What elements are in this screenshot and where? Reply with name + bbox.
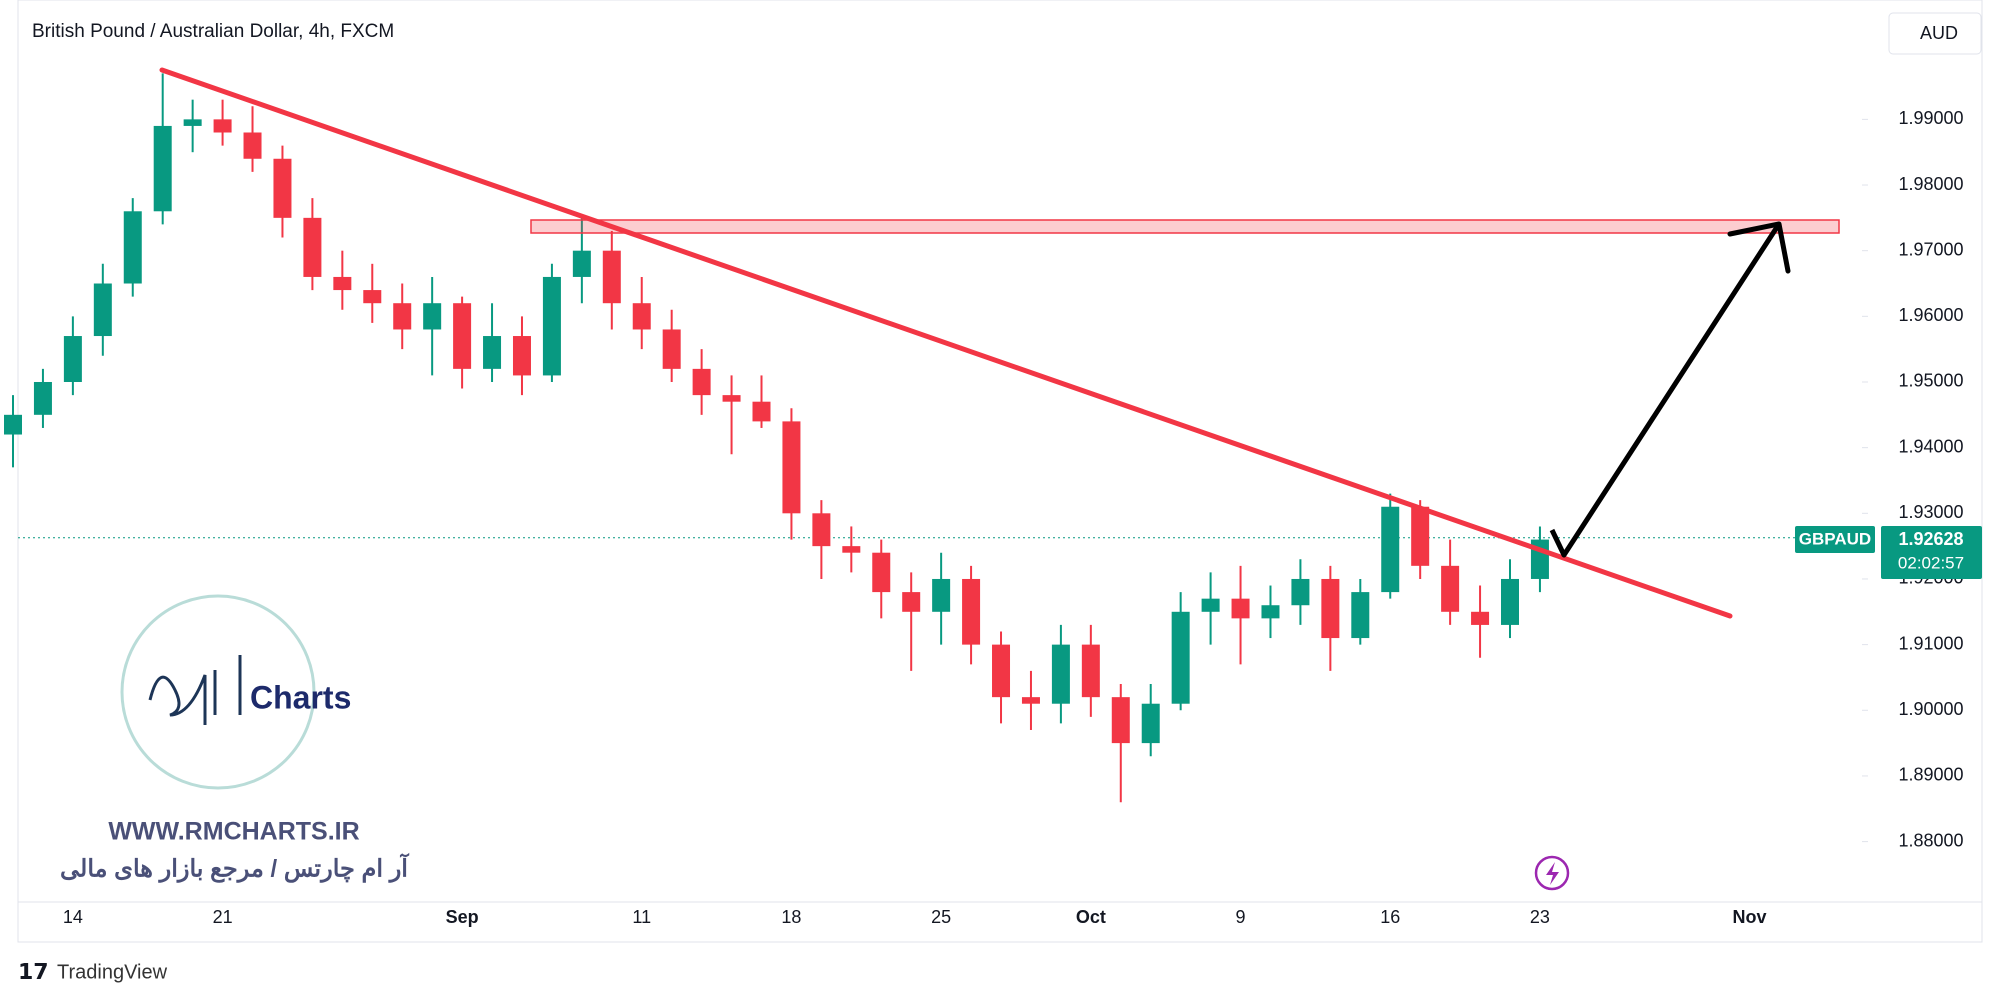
candle-body bbox=[872, 552, 891, 593]
candle-body bbox=[602, 250, 621, 304]
y-tick-label: 1.91000 bbox=[1898, 633, 1963, 653]
candle-body bbox=[512, 336, 531, 376]
candle-body bbox=[93, 283, 112, 337]
x-tick-label: Nov bbox=[1733, 907, 1767, 927]
candle-body bbox=[4, 414, 22, 435]
candle-body bbox=[243, 132, 262, 159]
x-tick-label: 14 bbox=[63, 907, 83, 927]
x-tick-label: 25 bbox=[931, 907, 951, 927]
candle-body bbox=[153, 125, 172, 212]
candle-body bbox=[123, 211, 142, 284]
candle-body bbox=[782, 421, 801, 514]
candle-body bbox=[962, 578, 981, 645]
candle-body bbox=[1351, 592, 1370, 639]
currency-label: AUD bbox=[1920, 23, 1958, 43]
candle-body bbox=[273, 158, 292, 218]
y-tick-label: 1.96000 bbox=[1898, 305, 1963, 325]
candle-body bbox=[1051, 644, 1070, 704]
candle-body bbox=[1171, 611, 1190, 704]
x-tick-label: 16 bbox=[1380, 907, 1400, 927]
logo-text: Charts bbox=[250, 679, 351, 715]
logo-mark bbox=[148, 655, 242, 725]
candle-body bbox=[213, 119, 232, 133]
candle-body bbox=[1111, 697, 1130, 744]
candle-body bbox=[1441, 565, 1460, 612]
brand-name: TradingView bbox=[57, 961, 168, 983]
trend-line bbox=[159, 67, 1733, 619]
candle-body bbox=[1321, 578, 1340, 639]
candle-body bbox=[992, 644, 1011, 698]
currency-button[interactable] bbox=[1888, 12, 1982, 55]
countdown: 02:02:57 bbox=[1898, 553, 1964, 572]
symbol-label: GBPAUD bbox=[1799, 529, 1871, 548]
chart-frame bbox=[17, 0, 1983, 943]
resistance-zone bbox=[530, 219, 1840, 234]
candle-body bbox=[1141, 703, 1160, 744]
candle-body bbox=[1291, 578, 1310, 606]
last-price: 1.92628 bbox=[1898, 529, 1963, 549]
candle-body bbox=[692, 368, 711, 396]
candle-body bbox=[752, 401, 771, 422]
x-tick-label: 21 bbox=[213, 907, 233, 927]
candle-body bbox=[1471, 611, 1490, 625]
y-tick-label: 1.93000 bbox=[1898, 502, 1963, 522]
candle-body bbox=[303, 217, 322, 277]
symbol-tag bbox=[1795, 526, 1875, 553]
y-tick-label: 1.89000 bbox=[1898, 765, 1963, 785]
candle-body bbox=[1021, 697, 1040, 704]
candle-body bbox=[1201, 598, 1220, 612]
candle-body bbox=[33, 381, 52, 415]
alert-icon[interactable] bbox=[1534, 855, 1570, 891]
candle-body bbox=[632, 303, 651, 330]
y-tick-label: 1.90000 bbox=[1898, 699, 1963, 719]
candle-body bbox=[363, 290, 382, 304]
candle-body bbox=[423, 303, 442, 330]
candle-body bbox=[842, 546, 861, 553]
x-tick-label: 11 bbox=[632, 907, 651, 927]
y-tick-label: 1.94000 bbox=[1898, 436, 1963, 456]
candle-body bbox=[483, 336, 502, 369]
y-tick-label: 1.98000 bbox=[1898, 174, 1963, 194]
candle-body bbox=[333, 276, 352, 291]
x-tick-label: 18 bbox=[781, 907, 801, 927]
arrow-head bbox=[1727, 221, 1791, 274]
website: WWW.RMCHARTS.IR bbox=[108, 818, 359, 846]
x-tick-label: 9 bbox=[1236, 907, 1246, 927]
candle-body bbox=[902, 592, 921, 612]
candle-body bbox=[1081, 644, 1100, 698]
plot-area: 1.880001.890001.900001.910001.920001.930… bbox=[4, 73, 1964, 927]
candle-body bbox=[453, 303, 472, 369]
candle-body bbox=[393, 303, 412, 330]
x-tick-label: Sep bbox=[446, 907, 479, 927]
price-tag bbox=[1881, 526, 1982, 579]
y-tick-label: 1.95000 bbox=[1898, 371, 1963, 391]
candle-body bbox=[1501, 578, 1519, 625]
candle-body bbox=[932, 578, 951, 612]
y-tick-label: 1.88000 bbox=[1898, 830, 1963, 850]
chart-title: British Pound / Australian Dollar, 4h, F… bbox=[32, 21, 394, 42]
candle-body bbox=[662, 329, 681, 369]
alert-bolt bbox=[1546, 862, 1559, 885]
y-tick-label: 1.99000 bbox=[1898, 108, 1963, 128]
candle-body bbox=[722, 395, 741, 402]
x-tick-label: 23 bbox=[1530, 907, 1550, 927]
projection-arrow bbox=[1549, 222, 1782, 558]
candle-body bbox=[183, 119, 202, 126]
candle-body bbox=[542, 276, 561, 376]
brand-icon: 𝟭𝟳 bbox=[18, 959, 49, 984]
candle-body bbox=[63, 336, 82, 382]
candle-body bbox=[1381, 506, 1400, 593]
candle-body bbox=[572, 250, 591, 277]
logo-ring bbox=[120, 594, 316, 790]
x-tick-label: Oct bbox=[1076, 907, 1106, 927]
candle-body bbox=[1261, 605, 1280, 619]
candle-body bbox=[1231, 598, 1250, 619]
candle-body bbox=[812, 513, 831, 547]
y-tick-label: 1.97000 bbox=[1898, 239, 1963, 259]
tagline: آر ام چارتس / مرجع بازار های مالی bbox=[60, 852, 409, 883]
candle-body bbox=[1411, 506, 1430, 566]
